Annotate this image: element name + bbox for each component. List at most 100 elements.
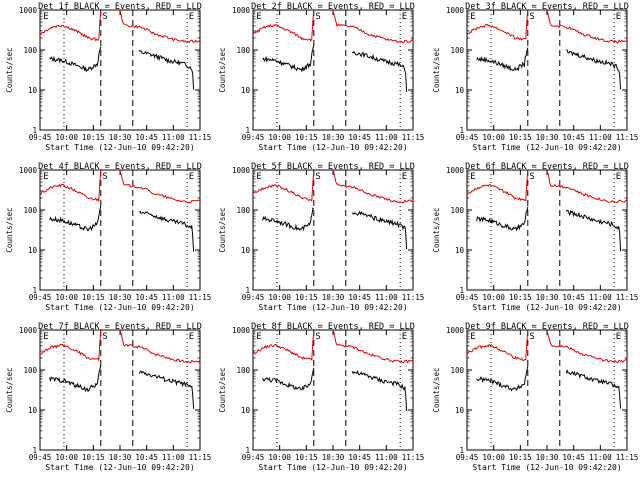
x-tick-label: 10:00 [482,293,505,302]
panel-3: Det 3f BLACK = Events, RED = LLD 1 10 100 10… [432,2,638,152]
panel-title: Det 5f BLACK = Events, RED = LLD [251,162,415,172]
y-axis-label: Counts/sec [218,47,227,92]
y-axis-label: Counts/sec [432,47,441,92]
series-events [138,49,195,90]
series-events [262,44,315,73]
x-tick-label: 11:00 [375,133,398,142]
marker-s: S [315,332,320,342]
series-events [49,46,102,73]
x-tick-label: 11:00 [162,293,185,302]
marker-e-right: E [402,332,407,342]
series-events [476,206,529,232]
y-axis-label: Counts/sec [5,367,14,412]
series-events [262,207,315,232]
y-tick-label: 1 [32,126,37,135]
series-events [262,367,315,391]
x-tick-label: 10:30 [536,133,559,142]
series-lld [546,171,628,204]
panel-7: Det 7f BLACK = Events, RED = LLD 1 10 100 10… [5,322,211,472]
series-lld [466,330,529,361]
y-axis-label: Counts/sec [5,47,14,92]
y-tick-label: 100 [236,46,250,55]
marker-s: S [529,332,534,342]
x-tick-label: 11:00 [162,453,185,462]
x-tick-label: 09:45 [242,453,265,462]
y-tick-label: 10 [241,246,251,255]
x-axis-label: Start Time (12-Jun-10 09:42:20) [258,463,407,472]
series-lld [39,10,102,42]
y-axis-label: Counts/sec [5,207,14,252]
x-tick-label: 11:00 [589,453,612,462]
series-events [476,366,529,392]
panel-title: Det 7f BLACK = Events, RED = LLD [38,322,202,332]
marker-s: S [529,172,534,182]
y-tick-label: 10 [241,86,251,95]
marker-e-right: E [402,172,407,182]
y-tick-label: 100 [450,206,464,215]
x-tick-label: 11:15 [616,293,639,302]
x-tick-label: 11:00 [589,133,612,142]
panel-title: Det 6f BLACK = Events, RED = LLD [465,162,629,172]
x-tick-label: 10:15 [295,133,318,142]
x-tick-label: 10:15 [295,453,318,462]
x-tick-label: 10:00 [268,293,291,302]
series-lld [332,169,414,204]
x-tick-label: 10:30 [109,453,132,462]
x-tick-label: 10:45 [348,133,371,142]
marker-e-left: E [256,332,261,342]
x-tick-label: 10:15 [82,133,105,142]
marker-e-right: E [402,12,407,22]
marker-e-left: E [470,332,475,342]
y-tick-label: 100 [236,206,250,215]
marker-e-left: E [470,172,475,182]
x-tick-label: 10:30 [536,293,559,302]
panel-title: Det 4f BLACK = Events, RED = LLD [38,162,202,172]
marker-e-left: E [43,12,48,22]
series-lld [332,10,414,44]
marker-e-left: E [43,172,48,182]
y-tick-label: 10 [455,406,465,415]
marker-e-left: E [256,172,261,182]
x-tick-label: 10:00 [482,133,505,142]
y-tick-label: 10 [28,406,38,415]
series-lld [119,170,201,204]
x-tick-label: 10:30 [322,293,345,302]
marker-s: S [102,332,107,342]
y-tick-label: 100 [450,366,464,375]
series-events [351,210,408,250]
x-tick-label: 09:45 [242,293,265,302]
series-events [565,369,622,409]
panel-title: Det 9f BLACK = Events, RED = LLD [465,322,629,332]
x-tick-label: 10:45 [562,133,585,142]
panel-title: Det 2f BLACK = Events, RED = LLD [251,2,415,12]
marker-s: S [315,12,320,22]
series-events [476,47,529,72]
marker-e-right: E [616,332,621,342]
x-tick-label: 11:15 [616,133,639,142]
y-tick-label: 1 [459,446,464,455]
x-axis-label: Start Time (12-Jun-10 09:42:20) [472,303,621,312]
y-tick-label: 100 [236,366,250,375]
x-tick-label: 10:30 [322,453,345,462]
marker-s: S [529,12,534,22]
panel-2: Det 2f BLACK = Events, RED = LLD 1 10 100 10… [218,2,424,152]
series-lld [252,330,315,361]
series-lld [252,170,315,202]
x-axis-label: Start Time (12-Jun-10 09:42:20) [472,143,621,152]
x-tick-label: 10:45 [135,293,158,302]
x-tick-label: 10:30 [109,133,132,142]
panel-4: Det 4f BLACK = Events, RED = LLD 1 10 100 10… [5,162,211,312]
y-tick-label: 1 [245,126,250,135]
y-tick-label: 1 [459,286,464,295]
series-lld [119,330,201,364]
series-events [49,205,102,232]
x-axis-label: Start Time (12-Jun-10 09:42:20) [258,303,407,312]
y-tick-label: 1 [32,286,37,295]
x-tick-label: 10:45 [348,453,371,462]
series-events [566,49,622,90]
x-tick-label: 11:15 [402,293,425,302]
x-tick-label: 09:45 [456,133,479,142]
panel-title: Det 8f BLACK = Events, RED = LLD [251,322,415,332]
x-tick-label: 09:45 [29,293,52,302]
